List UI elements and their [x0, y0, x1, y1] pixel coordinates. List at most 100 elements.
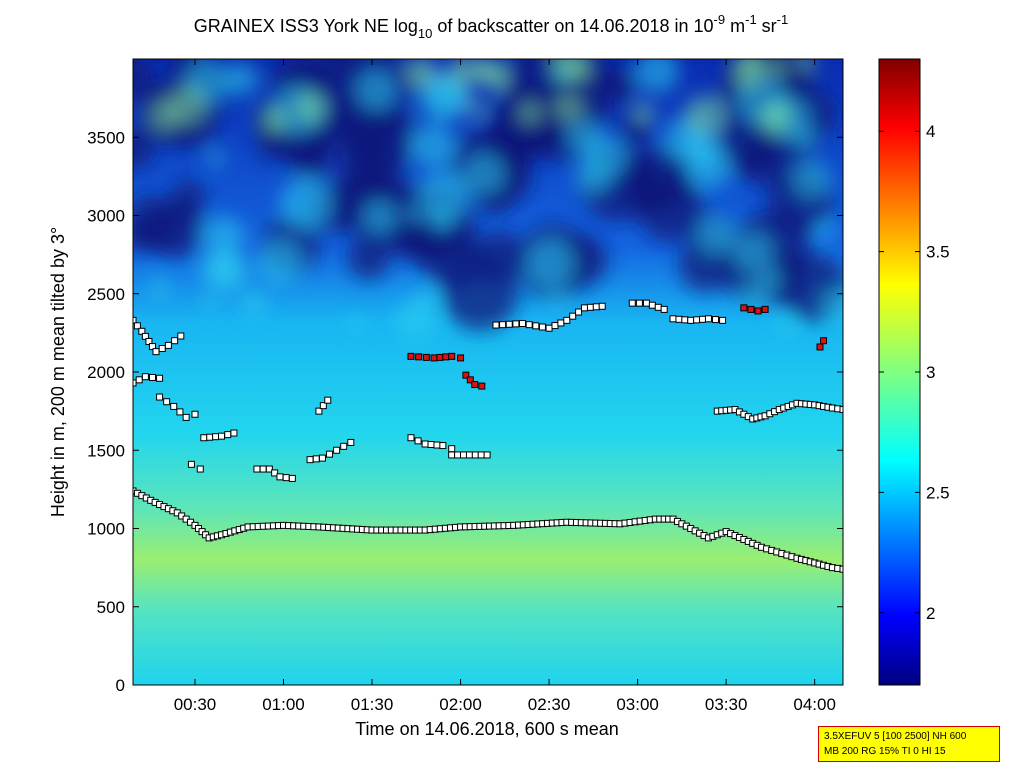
layer-segment-marker	[288, 474, 296, 482]
layer-segment-marker	[306, 456, 314, 464]
y-tick-label: 1500	[87, 441, 125, 460]
layer-segment-marker	[654, 303, 662, 311]
layer-segment-marker	[200, 434, 208, 442]
y-tick-label: 1000	[87, 520, 125, 539]
layer-segment-marker	[462, 371, 470, 379]
layer-segment-marker	[575, 308, 583, 316]
layer-segment-marker	[135, 376, 143, 384]
texture-blob	[411, 123, 455, 168]
texture-blob	[418, 223, 482, 286]
layer-segment-marker	[182, 413, 190, 421]
layer-segment-marker	[187, 460, 195, 468]
texture-blob	[394, 298, 436, 340]
texture-blob	[257, 239, 303, 285]
layer-segment-marker	[433, 441, 441, 449]
layer-segment-marker	[712, 316, 720, 324]
layer-segment-marker	[218, 432, 226, 440]
layer-segment-marker	[191, 410, 199, 418]
texture-blob	[463, 153, 506, 196]
layer-segment-marker	[158, 345, 166, 353]
chart-title: GRAINEX ISS3 York NE log10 of backscatte…	[194, 12, 788, 41]
layer-segment-marker	[519, 319, 527, 327]
texture-blob	[149, 279, 169, 299]
texture-blob	[634, 59, 680, 94]
layer-segment-marker	[669, 315, 677, 323]
layer-segment-marker	[152, 348, 160, 356]
layer-segment-marker	[148, 373, 156, 381]
layer-segment-marker	[454, 451, 462, 459]
layer-segment-marker	[271, 469, 279, 477]
texture-blob	[465, 98, 484, 117]
texture-blob	[224, 61, 259, 96]
texture-blob	[759, 102, 793, 135]
layer-segment-marker	[133, 316, 137, 324]
layer-segment-marker	[276, 473, 284, 481]
layer-segment-marker	[196, 465, 204, 473]
x-tick-label: 01:00	[262, 695, 305, 714]
layer-segment-marker	[156, 393, 164, 401]
texture-blob	[405, 205, 424, 224]
x-axis-label: Time on 14.06.2018, 600 s mean	[355, 719, 619, 739]
texture-blob	[260, 106, 288, 134]
layer-segment-marker	[492, 321, 500, 329]
layer-segment-marker	[551, 322, 559, 330]
layer-segment-marker	[407, 352, 415, 360]
layer-segment-marker	[592, 303, 600, 311]
texture-blob	[418, 170, 470, 221]
layer-segment-marker	[628, 299, 636, 307]
layer-segment-marker	[133, 322, 141, 330]
layer-segment-marker	[740, 304, 748, 312]
y-tick-label: 2000	[87, 363, 125, 382]
layer-segment-marker	[483, 451, 491, 459]
layer-segment-marker	[421, 440, 429, 448]
texture-blob	[295, 92, 327, 124]
layer-segment-marker	[538, 323, 546, 331]
layer-segments	[133, 299, 828, 482]
layer-segment-marker	[754, 307, 762, 315]
processing-parameters-line-1: 3.5XEFUV 5 [100 2500] NH 600	[824, 731, 967, 742]
layer-segment-marker	[478, 382, 486, 390]
layer-segment-marker	[177, 332, 185, 340]
layer-segment-marker	[569, 312, 577, 320]
texture-blob	[405, 59, 438, 88]
texture-blob	[685, 96, 724, 135]
layer-segment-marker	[253, 465, 261, 473]
texture-blob	[637, 175, 705, 243]
layer-segment-marker	[465, 451, 473, 459]
layer-segment-marker	[699, 315, 707, 323]
layer-segment-marker	[466, 376, 474, 384]
layer-segment-marker	[598, 302, 606, 310]
texture-blob	[355, 69, 398, 111]
layer-segment-marker	[505, 320, 513, 328]
layer-segment-marker	[138, 327, 146, 335]
heatmap-texture	[133, 59, 843, 340]
layer-segment-marker	[642, 299, 650, 307]
colorbar-tick-label: 4	[926, 122, 935, 141]
texture-blob	[815, 220, 835, 240]
colorbar-tick-label: 2	[926, 604, 935, 623]
layer-segment-marker	[319, 402, 327, 410]
texture-blob	[148, 100, 181, 132]
x-tick-label: 04:00	[793, 695, 836, 714]
layer-segment-marker	[347, 438, 355, 446]
layer-segment-marker	[719, 316, 727, 324]
layer-segment-marker	[660, 305, 668, 313]
y-axis-label: Height in m, 200 m mean tilted by 3°	[48, 227, 68, 517]
layer-segment-marker	[430, 354, 438, 362]
layer-segment-marker	[816, 343, 824, 351]
texture-blob	[551, 59, 586, 79]
layer-segment-marker	[477, 451, 485, 459]
texture-blob	[739, 139, 786, 186]
texture-blob	[207, 150, 225, 167]
texture-blob	[429, 208, 453, 232]
x-axis: 00:30 01:00 01:30 02:00 02:30 03:00 03:30 04:00	[174, 59, 836, 714]
layer-segment-marker	[141, 373, 149, 381]
layer-segment-marker	[164, 341, 172, 349]
layer-segment-marker	[687, 316, 695, 324]
layer-segment-marker	[315, 407, 323, 415]
x-tick-label: 02:00	[439, 695, 482, 714]
processing-parameters-box: 3.5XEFUV 5 [100 2500] NH 600 MB 200 RG 1…	[818, 726, 1000, 762]
texture-blob	[634, 102, 654, 122]
layer-segment-marker	[512, 320, 520, 328]
